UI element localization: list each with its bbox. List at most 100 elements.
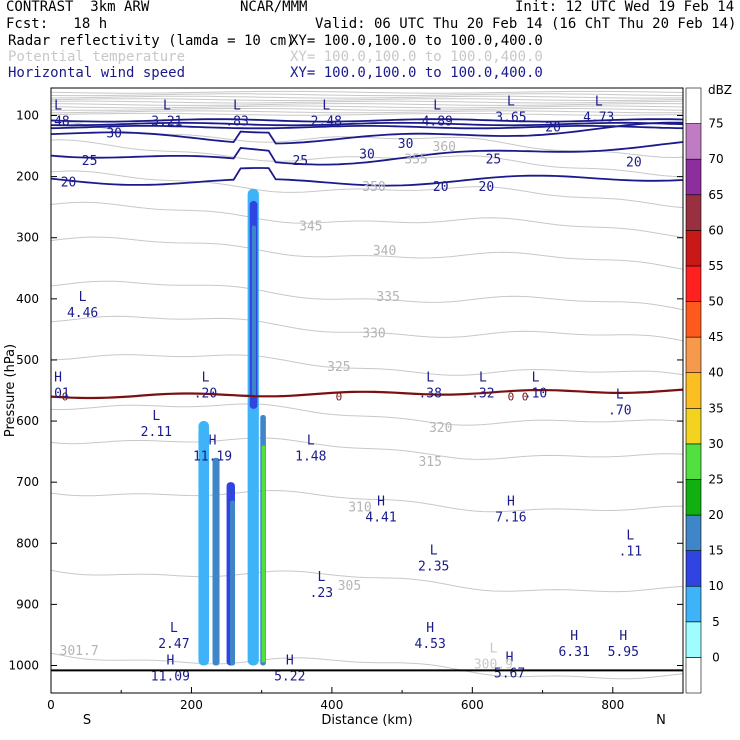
extremum-marker: L xyxy=(532,371,540,386)
extremum-marker: H xyxy=(506,651,514,666)
x-tick-label: 600 xyxy=(461,698,484,712)
colorbar-label: 5 xyxy=(712,615,720,629)
extremum-marker: H xyxy=(286,654,294,669)
wind-contour-label: 20 xyxy=(433,180,449,195)
wind-contour-label: 20 xyxy=(479,180,495,195)
extremum-marker: L xyxy=(233,99,241,114)
zero-contour-label: 0 xyxy=(522,391,529,404)
extremum-marker: L xyxy=(626,528,634,543)
extremum-marker: H xyxy=(570,629,578,644)
theta-contour-label: 320 xyxy=(429,421,452,436)
extremum-marker: L xyxy=(54,99,62,114)
field-2-name: Potential temperature xyxy=(8,49,186,65)
theta-contour-line xyxy=(51,489,683,513)
theta-contour-line xyxy=(51,90,683,94)
extremum-value: .70 xyxy=(608,404,631,419)
colorbar-swatch xyxy=(685,479,702,516)
wind-contour-label: 30 xyxy=(398,137,414,152)
extremum-value: 2.35 xyxy=(418,560,449,575)
colorbar-swatch xyxy=(685,336,702,374)
theta-contour-line xyxy=(51,201,683,238)
extremum-value: 4.73 xyxy=(583,110,614,125)
colorbar-swatch xyxy=(685,123,702,160)
colorbar-unit: dBZ xyxy=(708,83,732,97)
colorbar-label: 30 xyxy=(708,437,723,451)
plot-area: 30 30 30 25 25 25 20 20 20 20 20 301.7 305 310 315 320 3… xyxy=(46,90,683,685)
y-tick-label: 100 xyxy=(16,109,39,123)
wind-contour-label: 30 xyxy=(359,147,375,162)
y-tick-label: 1000 xyxy=(8,659,39,673)
colorbar-swatch xyxy=(685,301,702,338)
theta-contour-line xyxy=(51,403,683,426)
extremum-value: 6.31 xyxy=(558,645,589,660)
colorbar-label: 55 xyxy=(708,259,723,273)
wind-contour-label: 20 xyxy=(626,155,642,170)
extremum-value: .83 xyxy=(225,115,248,130)
colorbar-label: 75 xyxy=(708,117,723,131)
x-axis-label: Distance (km) xyxy=(321,713,412,728)
header-init: Init: 12 UTC Wed 19 Feb 14 xyxy=(515,0,735,15)
colorbar-label: 65 xyxy=(708,188,723,202)
extremum-value: .48 xyxy=(46,115,69,130)
extremum-marker: L xyxy=(317,570,325,585)
theta-contour-line xyxy=(51,437,683,460)
colorbar-swatch xyxy=(685,585,702,623)
extremum-marker: L xyxy=(616,388,624,403)
reflectivity-cell xyxy=(198,421,209,666)
extremum-marker: L xyxy=(595,94,603,109)
colorbar-swatch xyxy=(685,550,702,587)
theta-contour-label: 355 xyxy=(404,152,427,167)
extremum-marker: H xyxy=(54,371,62,386)
theta-contour-line xyxy=(51,105,683,109)
reflectivity-cell xyxy=(230,500,235,666)
theta-contour-label: 345 xyxy=(299,220,322,235)
reflectivity-cell xyxy=(251,225,257,397)
y-tick-label: 400 xyxy=(16,292,39,306)
theta-contour-line xyxy=(51,315,683,342)
extremum-marker: L xyxy=(322,99,330,114)
extremum-marker: H xyxy=(507,495,515,510)
extremum-value: 5.22 xyxy=(274,670,305,685)
colorbar-swatch xyxy=(685,230,702,267)
colorbar-swatch xyxy=(685,265,702,302)
colorbar-swatch xyxy=(685,621,702,658)
extremum-value: .10 xyxy=(524,387,547,402)
field-1-name: Radar reflectivity (lamda = 10 cm) xyxy=(8,33,295,49)
colorbar-label: 70 xyxy=(708,152,723,166)
colorbar-swatch xyxy=(685,87,702,124)
colorbar-label: 25 xyxy=(708,472,723,486)
x-tick-label: 200 xyxy=(180,698,203,712)
reflectivity-cell xyxy=(212,457,220,666)
colorbar-label: 15 xyxy=(708,544,723,558)
y-axis-label: Pressure (hPa) xyxy=(3,344,18,437)
x-tick-label: 400 xyxy=(320,698,343,712)
wind-contour-line xyxy=(51,141,683,166)
theta-contour-line xyxy=(51,236,683,270)
extremum-marker: L xyxy=(152,409,160,424)
colorbar-label: 35 xyxy=(708,401,723,415)
zero-contour-label: 0 xyxy=(62,391,69,404)
theta-contour-line xyxy=(51,569,683,593)
header-valid: Valid: 06 UTC Thu 20 Feb 14 (16 ChT Thu … xyxy=(315,16,737,32)
extremum-value: .23 xyxy=(310,586,333,601)
y-tick-label: 300 xyxy=(16,231,39,245)
extremum-marker: H xyxy=(209,434,217,449)
extremum-value: .32 xyxy=(471,387,494,402)
extremum-value: 2.47 xyxy=(158,637,189,652)
theta-contour-line xyxy=(51,354,683,376)
theta-contour-line xyxy=(51,170,683,209)
theta-contour-line xyxy=(51,110,683,114)
colorbar-swatch xyxy=(685,443,702,480)
extremum-value: .38 xyxy=(418,387,441,402)
zero-contour-line xyxy=(51,388,683,400)
field-3-xy: XY= 100.0,100.0 to 100.0,400.0 xyxy=(290,65,543,81)
extremum-value: 3.65 xyxy=(495,110,526,125)
endpoint-left: S xyxy=(83,713,91,728)
x-tick-label: 0 xyxy=(47,698,55,712)
header-fcst: Fcst: 18 h xyxy=(6,16,108,32)
wind-contour-label: 25 xyxy=(292,154,308,169)
theta-contour-label: 315 xyxy=(418,455,441,470)
extremum-marker: L xyxy=(79,290,87,305)
